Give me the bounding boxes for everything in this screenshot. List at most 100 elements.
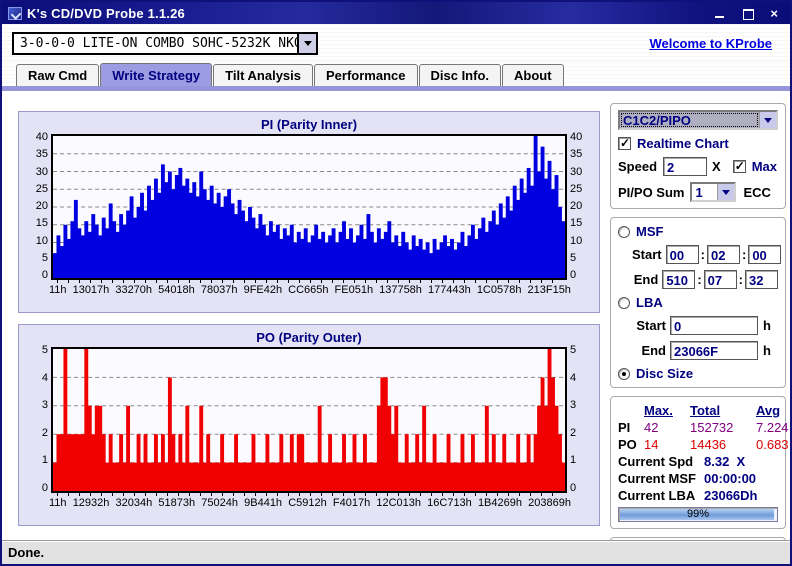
po-chart-title: PO (Parity Outer)	[256, 330, 362, 345]
welcome-link[interactable]: Welcome to KProbe	[649, 35, 772, 51]
po-stat-name: PO	[618, 437, 637, 452]
pipo-sum-value: 1	[695, 184, 703, 200]
pi-total-value: 152732	[690, 420, 734, 435]
current-lba-label: Current LBA	[618, 488, 696, 503]
realtime-chart-label: Realtime Chart	[637, 136, 729, 151]
y-tick-label: 5	[41, 344, 48, 356]
pi-max-value: 42	[644, 420, 659, 435]
current-msf-label: Current MSF	[618, 471, 696, 486]
x-tick-label: C5912h	[288, 497, 327, 509]
current-speed-label: Current Spd	[618, 454, 694, 469]
y-tick-label: 10	[35, 234, 48, 247]
msf-start-sec-input[interactable]	[706, 245, 740, 264]
lba-start-input[interactable]	[670, 316, 758, 335]
y-tick-label: 5	[570, 344, 577, 356]
msf-start-frame-input[interactable]	[748, 245, 782, 264]
current-speed-value: 8.32 X	[704, 454, 746, 469]
y-tick-label: 1	[570, 454, 577, 467]
progress-bar: 99%	[618, 507, 778, 522]
disc-size-radio[interactable]	[618, 367, 630, 380]
speed-input[interactable]	[663, 157, 708, 176]
msf-start-min-input[interactable]	[665, 245, 699, 264]
minimize-icon[interactable]	[714, 8, 726, 19]
tabpage-top-band	[2, 86, 790, 91]
x-tick-label: 16C713h	[427, 497, 472, 509]
x-tick-label: 9FE42h	[243, 284, 283, 296]
speed-label: Speed	[618, 159, 658, 174]
mode-select[interactable]: C1C2/PIPO	[618, 110, 778, 130]
control-panel: C1C2/PIPO Realtime Chart Speed X Max PI/…	[610, 103, 789, 540]
x-tick-label: 9B441h	[244, 497, 283, 509]
y-tick-label: 10	[570, 234, 583, 247]
y-tick-label: 2	[570, 426, 577, 439]
y-tick-label: 30	[570, 165, 583, 178]
x-tick-label: 75024h	[201, 497, 238, 509]
device-selector-dropdown-button[interactable]	[297, 33, 316, 53]
pi-x-axis-ticks	[57, 280, 563, 283]
msf-separator: :	[697, 272, 702, 287]
po-y-axis-labels-left: 5 4 3 2 1 0	[25, 344, 51, 494]
tab-tilt-analysis[interactable]: Tilt Analysis	[213, 64, 314, 86]
tab-page: PI (Parity Inner) 40 35 30 25 20 15 10 5 0 40 35 3…	[2, 91, 790, 540]
lba-radio[interactable]	[618, 296, 630, 309]
msf-end-frame-input[interactable]	[745, 270, 778, 289]
y-tick-label: 5	[570, 251, 577, 264]
maximize-icon[interactable]	[742, 8, 755, 20]
mode-select-dropdown-button[interactable]	[759, 112, 776, 128]
top-strip: 3-0-0-0 LITE-ON COMBO SOHC-5232K NK07 We…	[2, 24, 790, 62]
speed-unit: X	[712, 159, 721, 174]
chevron-down-icon	[722, 189, 731, 195]
x-tick-label: 203869h	[528, 497, 571, 509]
pi-y-axis-labels-left: 40 35 30 25 20 15 10 5 0	[25, 132, 51, 281]
x-tick-label: 32034h	[115, 497, 153, 509]
y-tick-label: 0	[570, 481, 577, 494]
pipo-sum-dropdown-button[interactable]	[717, 184, 735, 200]
tab-write-strategy[interactable]: Write Strategy	[100, 63, 213, 86]
msf-end-sec-input[interactable]	[703, 270, 737, 289]
pi-chart-panel: PI (Parity Inner) 40 35 30 25 20 15 10 5 0 40 35 3…	[18, 111, 600, 313]
tab-disc-info[interactable]: Disc Info.	[418, 64, 502, 86]
pi-avg-value: 7.224	[756, 420, 789, 435]
current-msf-value: 00:00:00	[704, 471, 757, 486]
y-tick-label: 4	[41, 371, 48, 384]
lba-start-unit: h	[763, 318, 771, 333]
y-tick-label: 0	[41, 481, 48, 494]
lba-end-unit: h	[763, 343, 771, 358]
tab-bar: Raw Cmd Write Strategy Tilt Analysis Perfor…	[2, 62, 790, 86]
x-tick-label: FE051h	[334, 284, 374, 296]
x-tick-label: 78037h	[200, 284, 238, 296]
lba-start-label: Start	[636, 318, 666, 333]
progress-bar-fill	[620, 509, 775, 520]
msf-end-label: End	[633, 272, 659, 287]
y-tick-label: 15	[35, 217, 48, 230]
chevron-down-icon	[303, 40, 312, 46]
po-avg-value: 0.683	[756, 437, 789, 452]
realtime-chart-checkbox[interactable]	[618, 136, 631, 150]
tab-about[interactable]: About	[502, 64, 564, 86]
y-tick-label: 25	[35, 182, 48, 195]
po-x-axis-labels: 11h 12932h 32034h 51873h 75024h 9B441h C5912h F…	[49, 497, 571, 509]
max-speed-checkbox[interactable]	[732, 159, 746, 173]
po-x-axis-ticks	[57, 493, 563, 496]
pi-chart-title: PI (Parity Inner)	[260, 117, 358, 132]
lba-end-label: End	[641, 343, 666, 358]
lba-end-input[interactable]	[670, 341, 758, 360]
device-selector[interactable]: 3-0-0-0 LITE-ON COMBO SOHC-5232K NK07	[12, 31, 318, 55]
tab-raw-cmd[interactable]: Raw Cmd	[16, 64, 100, 86]
msf-radio[interactable]	[618, 225, 630, 238]
msf-end-min-input[interactable]	[662, 270, 696, 289]
po-chart-plot	[51, 347, 567, 493]
y-tick-label: 5	[41, 251, 48, 264]
pi-chart-plot	[51, 134, 567, 280]
y-tick-label: 35	[35, 148, 48, 161]
close-icon[interactable]: ×	[770, 5, 778, 21]
current-lba-value: 23066Dh	[704, 488, 758, 503]
y-tick-label: 3	[41, 399, 48, 412]
msf-separator: :	[738, 272, 743, 287]
y-tick-label: 0	[41, 269, 48, 281]
y-tick-label: 3	[570, 399, 577, 412]
pipo-sum-select[interactable]: 1	[690, 182, 737, 202]
tab-performance[interactable]: Performance	[314, 64, 418, 86]
stats-header-max: Max.	[644, 403, 673, 418]
x-tick-label: 54018h	[158, 284, 195, 296]
